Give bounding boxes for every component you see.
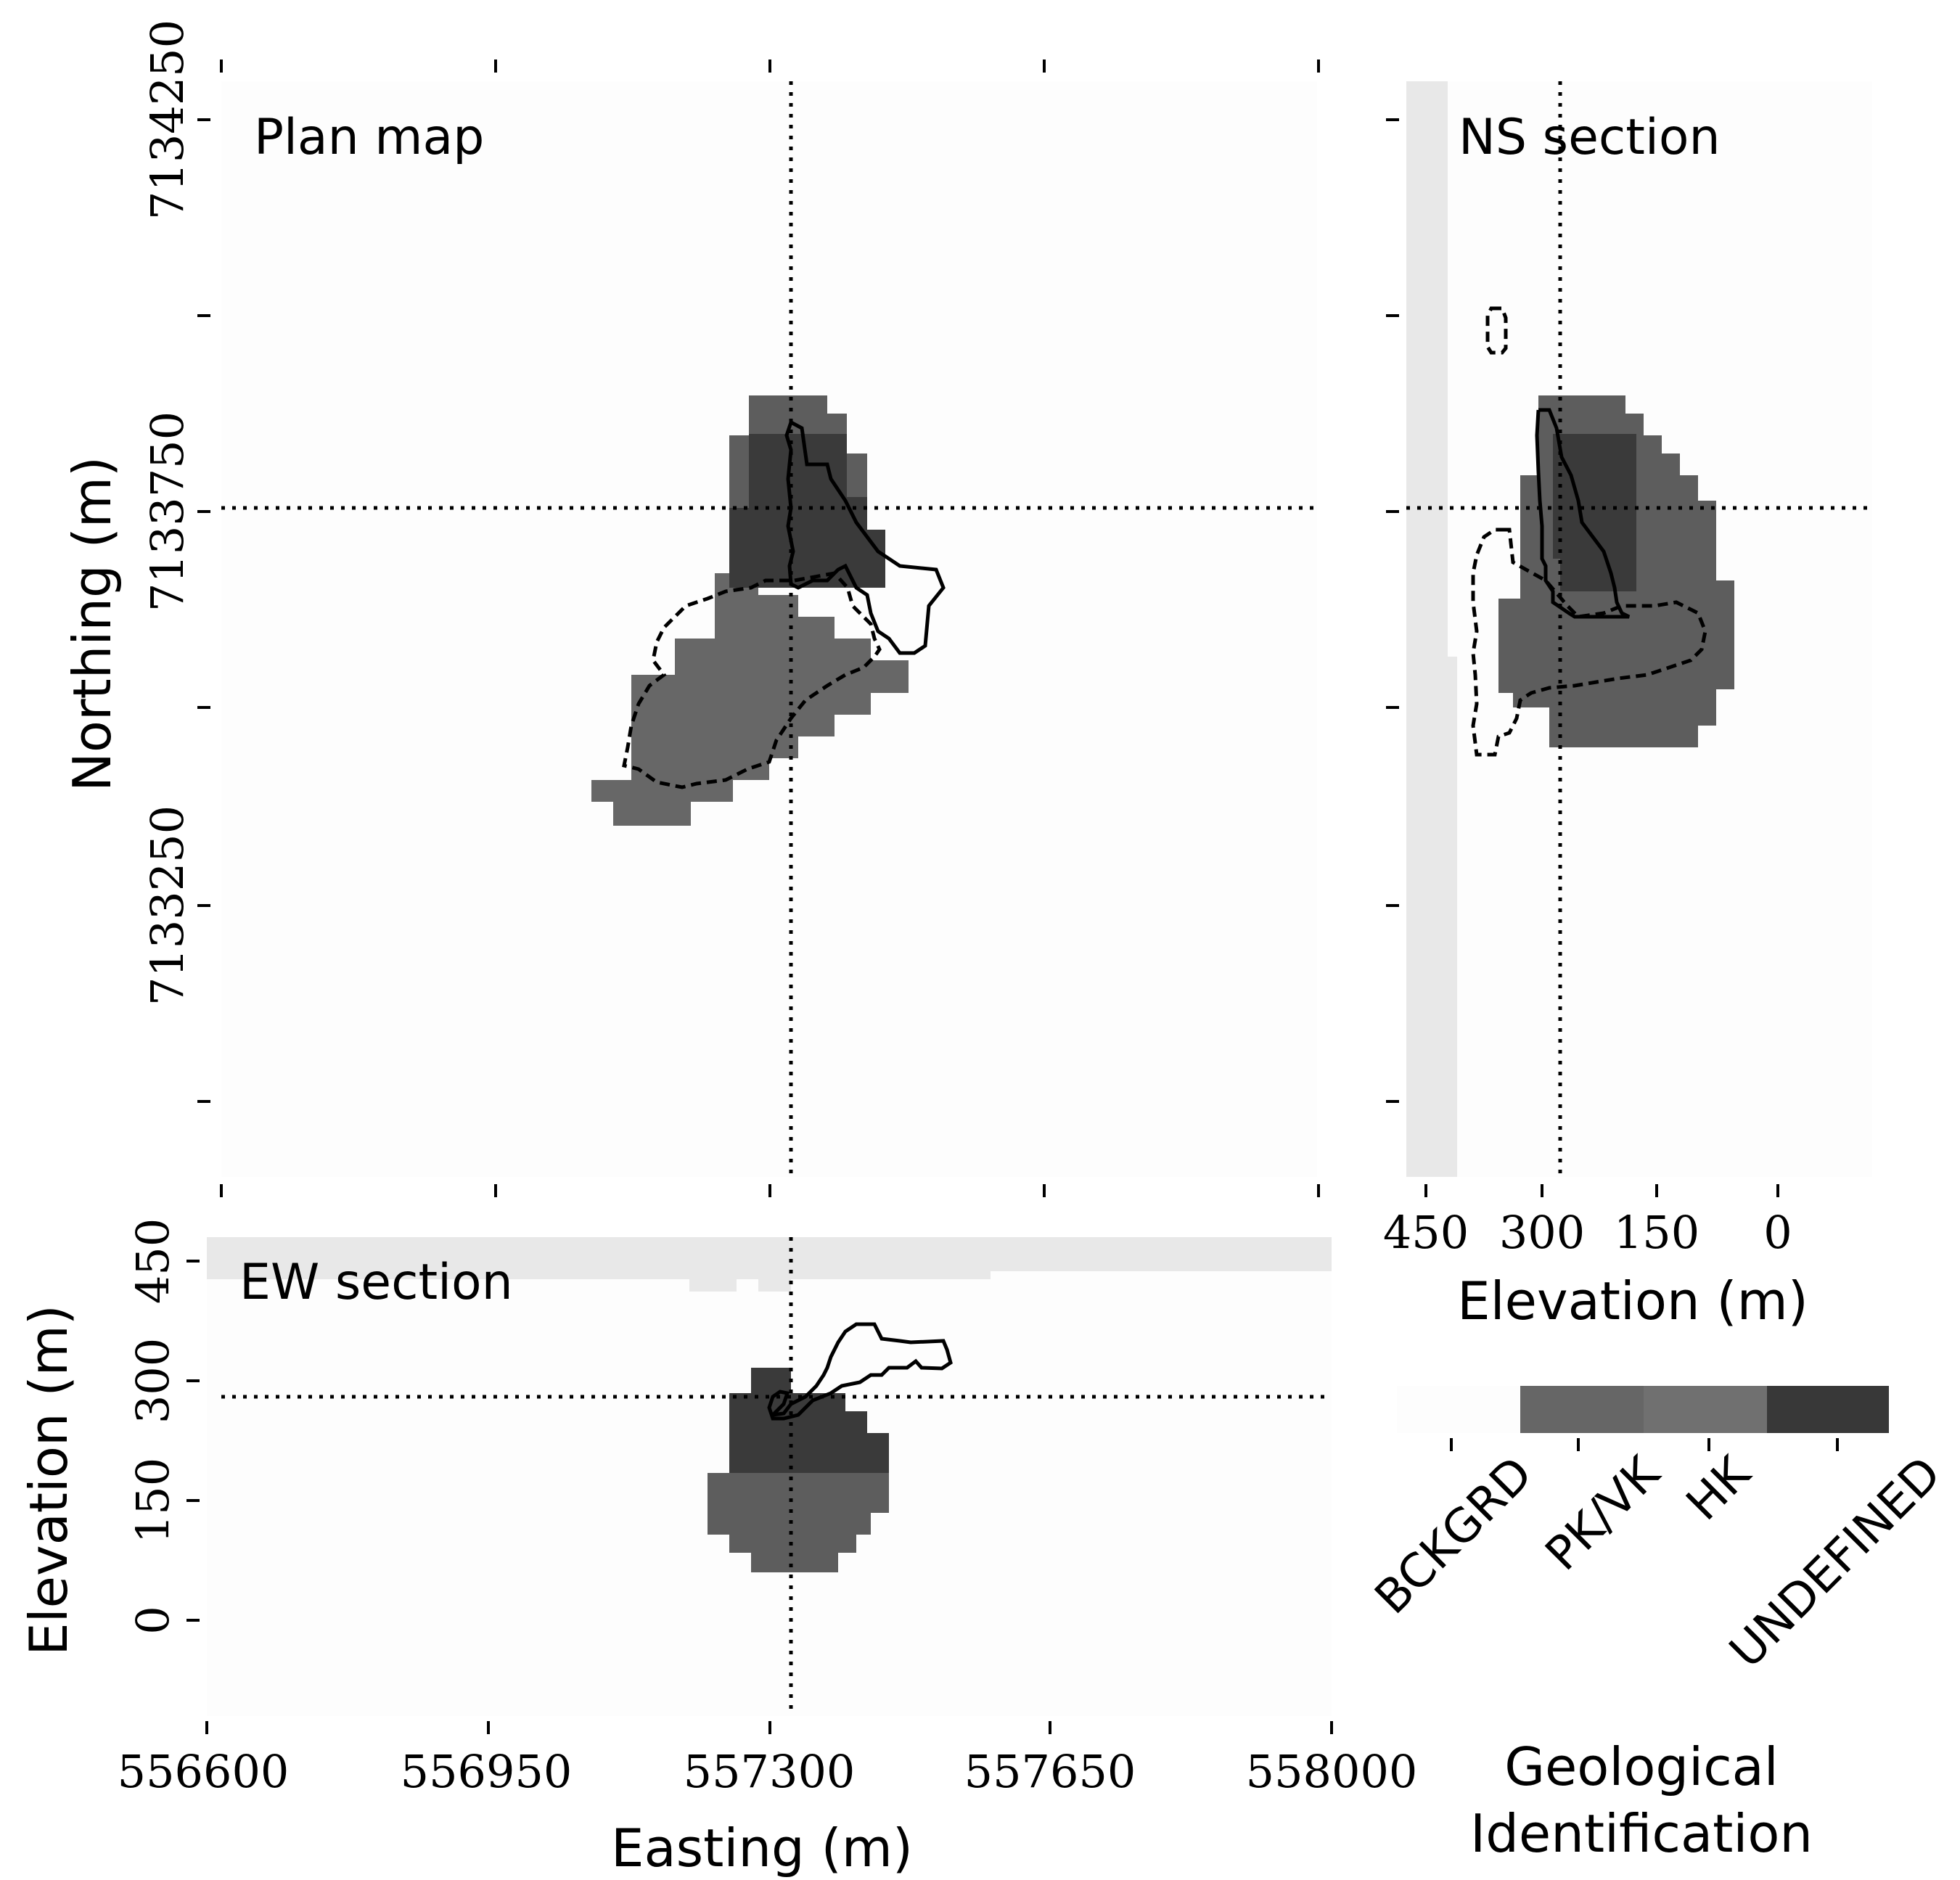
colorbar-swatch-hk xyxy=(1644,1386,1767,1433)
ew-section-pk-region xyxy=(708,1473,889,1572)
ew-section-panel: EW section 450 300 150 0 Elevation (m) 5… xyxy=(18,1218,1417,1879)
ew-section-xtick-label: 556950 xyxy=(401,1745,573,1798)
ew-section-title: EW section xyxy=(239,1254,513,1311)
ew-section-overburden xyxy=(207,1237,1332,1292)
ew-section-ytick-label: 150 xyxy=(126,1458,179,1543)
ns-section-xtick-label: 300 xyxy=(1499,1206,1585,1259)
ns-section-xtick-label: 150 xyxy=(1614,1206,1699,1259)
colorbar-ticks xyxy=(1450,1438,1839,1451)
ew-section-undefined-region xyxy=(729,1368,889,1473)
ew-section-ytick-label: 300 xyxy=(126,1338,179,1424)
plan-map-ytick-label: 7134250 xyxy=(141,20,194,220)
plan-map-y-ticks xyxy=(197,118,210,1103)
plan-map-undefined-region xyxy=(729,434,885,588)
ew-section-ylabel: Elevation (m) xyxy=(18,1305,79,1656)
colorbar-title-line2: Identification xyxy=(1470,1803,1813,1864)
ns-section-undefined-region xyxy=(1553,434,1636,591)
ns-section-x-ticks xyxy=(1424,1184,1779,1197)
ew-section-ytick-label: 0 xyxy=(126,1606,179,1634)
colorbar-label-hk: HK xyxy=(1676,1446,1761,1531)
ns-section-small-dashed-outline xyxy=(1485,306,1508,355)
ns-section-xlabel: Elevation (m) xyxy=(1457,1271,1808,1331)
ew-section-solid-outline xyxy=(767,1322,953,1421)
colorbar: BCKGRD PK/VK HK UNDEFINED Geological Ide… xyxy=(1365,1386,1951,1864)
plan-map-x-ticks xyxy=(220,59,1320,1197)
plan-map-ylabel: Northing (m) xyxy=(62,456,123,792)
colorbar-swatch-bckgrd xyxy=(1397,1386,1520,1433)
plan-map-hk-region xyxy=(591,573,909,826)
plan-map-solid-outline xyxy=(784,420,946,655)
ns-section-title: NS section xyxy=(1459,109,1721,166)
ns-section-dashed-outline xyxy=(1471,528,1707,757)
colorbar-label-bckgrd: BCKGRD xyxy=(1365,1447,1543,1625)
ew-section-xtick-label: 557300 xyxy=(684,1745,856,1798)
ew-section-xtick-label: 557650 xyxy=(964,1745,1136,1798)
ew-section-xtick-label: 556600 xyxy=(118,1745,290,1798)
ew-section-ytick-label: 450 xyxy=(126,1218,179,1304)
ns-section-y-ticks xyxy=(1386,118,1399,1103)
ew-section-xlabel: Easting (m) xyxy=(611,1818,913,1879)
ns-section-xtick-label: 450 xyxy=(1383,1206,1469,1259)
ew-section-x-ticks xyxy=(205,1721,1333,1734)
plan-map-dashed-outline xyxy=(622,571,882,789)
colorbar-title-line1: Geological xyxy=(1504,1736,1779,1797)
colorbar-swatch-undefined xyxy=(1767,1386,1889,1433)
plan-map-ytick-label: 7133750 xyxy=(141,411,194,612)
ns-section-panel: NS section 450 300 150 0 Elevation (m) xyxy=(1383,81,1872,1331)
ew-section-xtick-label: 558000 xyxy=(1246,1745,1418,1798)
ns-section-overburden xyxy=(1406,81,1457,1177)
ew-section-y-ticks xyxy=(186,1260,200,1622)
plan-map-ytick-label: 7133250 xyxy=(141,805,194,1006)
plan-map-title: Plan map xyxy=(254,109,484,166)
colorbar-swatch-pk-vk xyxy=(1520,1386,1644,1433)
ns-section-solid-outline xyxy=(1535,408,1631,619)
ns-section-xtick-label: 0 xyxy=(1763,1206,1792,1259)
colorbar-label-pk-vk: PK/VK xyxy=(1535,1446,1671,1582)
plan-map-panel: Plan map 7134250 7133750 7133250 No xyxy=(62,20,1320,1197)
